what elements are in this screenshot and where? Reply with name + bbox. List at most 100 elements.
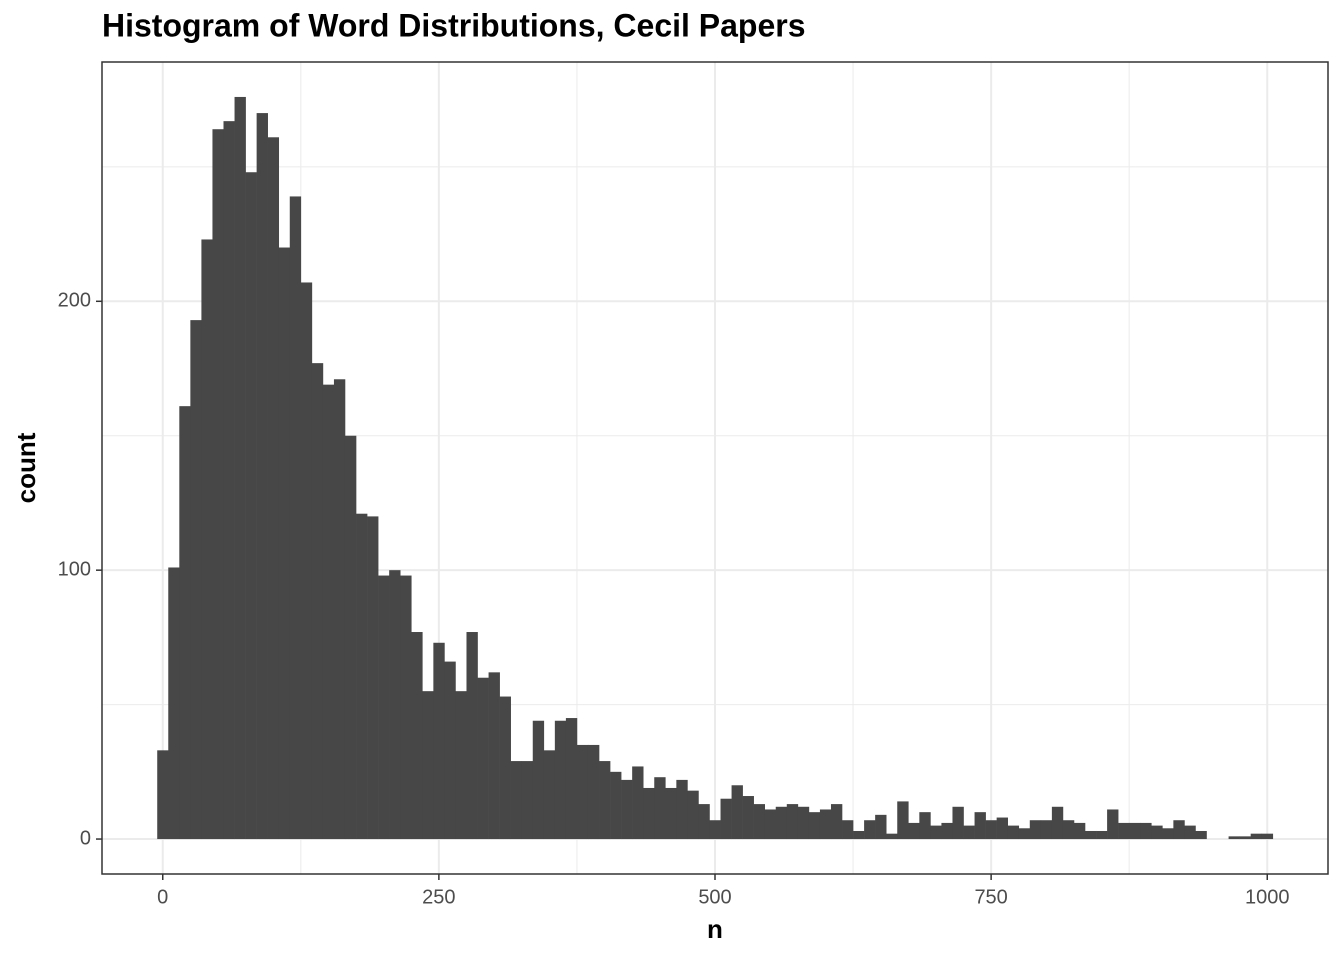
bar [886,833,898,840]
bar [753,804,766,840]
bar [908,822,920,840]
bar [941,822,953,840]
bar [488,672,500,840]
bar [930,825,942,840]
bar [687,790,699,840]
bar [996,817,1008,840]
bar [643,787,655,840]
chart-title: Histogram of Word Distributions, Cecil P… [102,7,806,43]
x-tick-label: 250 [422,886,455,908]
bar [565,718,578,840]
bar [289,196,302,840]
bar [499,696,511,840]
bar [1228,836,1240,840]
bar [245,172,257,840]
bar [378,575,390,840]
bar [698,804,710,840]
bar [532,720,545,840]
bar [1118,822,1130,840]
bar [1250,833,1263,840]
bar [1239,836,1251,840]
bar [322,384,335,840]
bar [1029,820,1042,840]
bar [1107,809,1119,840]
bar [521,761,534,840]
bar [819,809,832,840]
bar [433,642,445,840]
bar [1151,825,1163,840]
bar [808,812,821,840]
bar [952,806,964,840]
bar [1085,830,1097,840]
bar [974,812,986,840]
axes: 0 250 500 750 1000 0 100 200 [58,290,1290,909]
bar [610,771,622,840]
y-tick-label: 100 [58,558,91,580]
y-tick-label: 200 [58,290,91,312]
bar [775,806,788,840]
bar [157,750,169,840]
bar [1040,820,1053,840]
bar [786,804,799,840]
bar [1173,820,1185,840]
bar [554,720,567,840]
bar [632,766,644,840]
y-axis-title: count [11,432,41,503]
bar [599,761,611,840]
bar [576,744,589,840]
bar [466,632,478,840]
bar [1261,833,1274,840]
bar [201,239,213,840]
bar [389,570,401,840]
bar [720,798,732,840]
bar [963,825,975,840]
bar [853,830,865,840]
bar [587,744,600,840]
bar [1162,828,1174,840]
bar [212,129,224,840]
bar [1062,820,1075,840]
bar [654,777,666,840]
bar [764,809,777,840]
x-tick-label: 500 [698,886,731,908]
bar [1129,822,1141,840]
bar [278,247,291,840]
bar [300,282,313,840]
bar [234,96,246,840]
bar [477,677,489,840]
bar [1007,825,1020,840]
bar [333,379,346,840]
bar [842,820,854,840]
bar [455,691,467,840]
x-tick-label: 0 [157,886,168,908]
bar [1195,830,1207,840]
bar [190,320,202,840]
bar [179,406,191,840]
y-tick-label: 0 [80,827,91,849]
bar [411,632,423,840]
bar [400,575,412,840]
bar [256,113,268,840]
bar [1184,825,1196,840]
bar [356,513,368,840]
bar [543,750,556,840]
bar [444,661,456,840]
bar [168,567,180,840]
x-axis-title: n [707,914,723,944]
bar [897,801,909,840]
bar [731,785,743,840]
bar [985,820,997,840]
bar [621,779,633,840]
bar [1073,822,1086,840]
x-tick-label: 750 [974,886,1007,908]
bar [797,806,810,840]
bar [267,137,280,840]
bars [157,96,1274,840]
bar [1018,828,1031,840]
bar [875,814,887,840]
bar [422,691,434,840]
bar [344,435,357,840]
bar [223,121,235,840]
bar [665,787,677,840]
